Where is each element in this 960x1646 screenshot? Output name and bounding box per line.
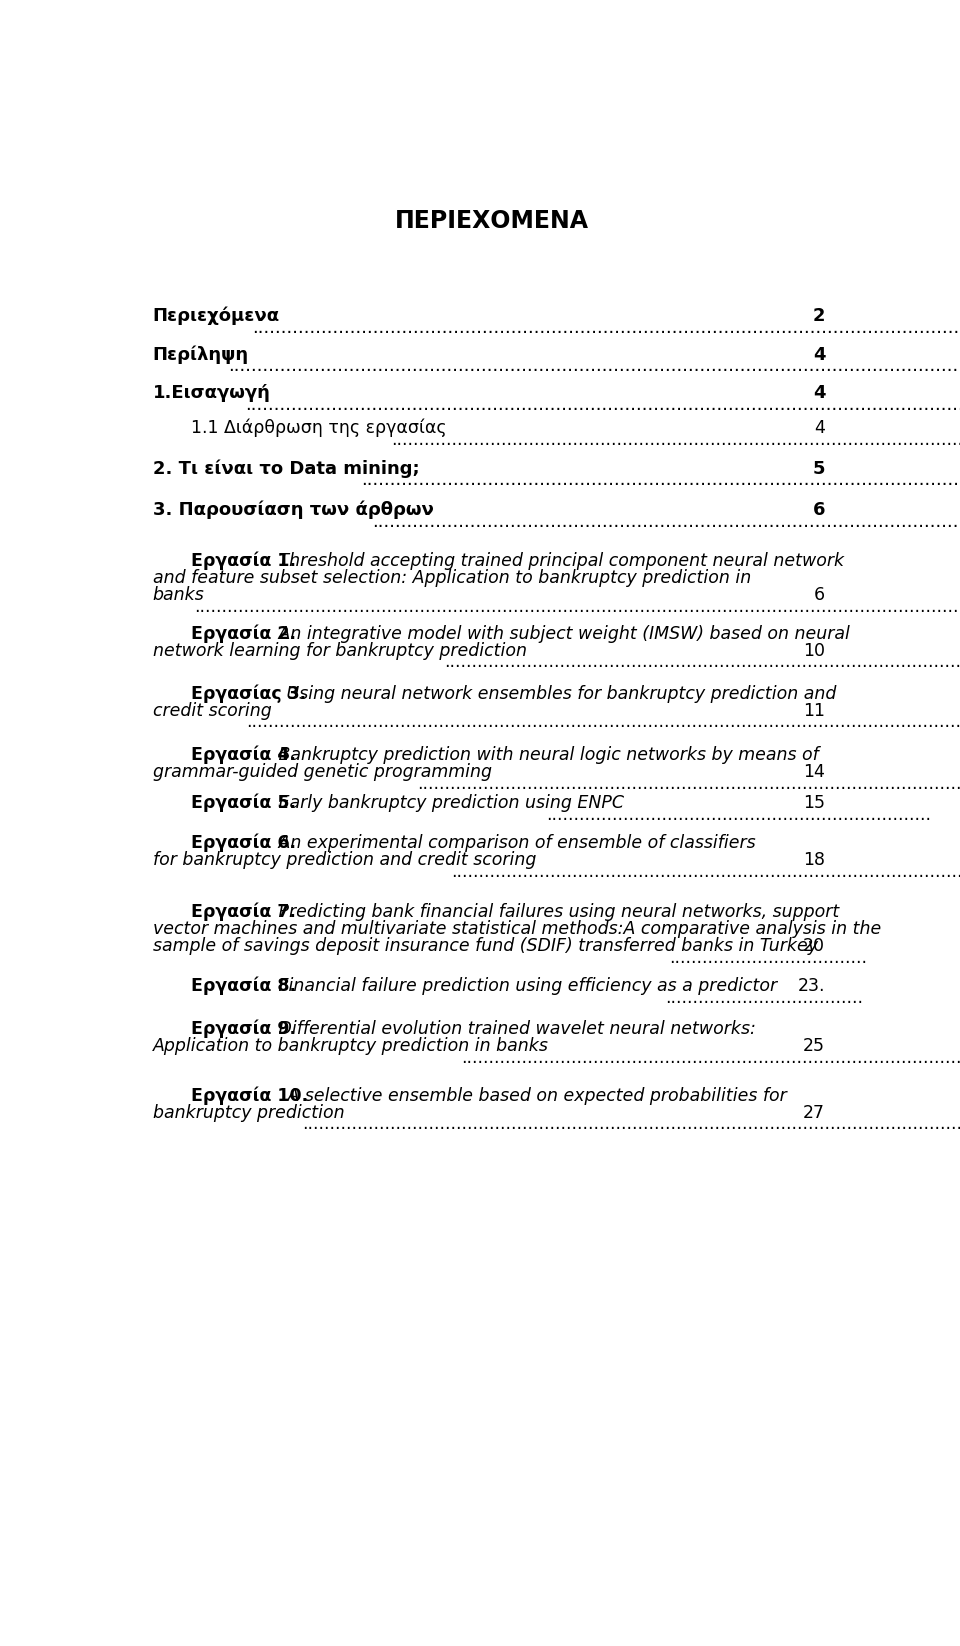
Text: Εργασία 5.: Εργασία 5. [191, 793, 297, 811]
Text: 4: 4 [813, 346, 826, 364]
Text: Application to bankruptcy prediction in banks: Application to bankruptcy prediction in … [153, 1037, 548, 1055]
Text: Early bankruptcy prediction using ENPC: Early bankruptcy prediction using ENPC [273, 793, 624, 811]
Text: 2. Τι είναι το Data mining;: 2. Τι είναι το Data mining; [153, 459, 420, 477]
Text: ................................................................................: ........................................… [372, 514, 960, 532]
Text: Εργασία 6.: Εργασία 6. [191, 833, 297, 853]
Text: ................................................................................: ........................................… [417, 775, 960, 793]
Text: ................................................................................: ........................................… [444, 653, 960, 672]
Text: Εργασία 9.: Εργασία 9. [191, 1021, 297, 1039]
Text: Εργασία 2.: Εργασία 2. [191, 624, 297, 642]
Text: Differential evolution trained wavelet neural networks:: Differential evolution trained wavelet n… [273, 1021, 756, 1039]
Text: 25: 25 [804, 1037, 826, 1055]
Text: ΠΕΡΙΕΧΟΜΕΝΑ: ΠΕΡΙΕΧΟΜΕΝΑ [395, 209, 589, 234]
Text: 5: 5 [813, 459, 826, 477]
Text: Εργασία 8.: Εργασία 8. [191, 976, 297, 996]
Text: An experimental comparison of ensemble of classifiers: An experimental comparison of ensemble o… [273, 835, 756, 853]
Text: 6: 6 [814, 586, 826, 604]
Text: ................................................................................: ........................................… [252, 319, 960, 337]
Text: ................................................................................: ........................................… [246, 713, 960, 731]
Text: 27: 27 [804, 1103, 826, 1121]
Text: grammar-guided genetic programming: grammar-guided genetic programming [153, 764, 492, 782]
Text: vector machines and multivariate statistical methods:A comparative analysis in t: vector machines and multivariate statist… [153, 920, 881, 938]
Text: 23.: 23. [798, 978, 826, 996]
Text: Εργασία 10.: Εργασία 10. [191, 1086, 308, 1104]
Text: 18: 18 [804, 851, 826, 869]
Text: banks: banks [153, 586, 204, 604]
Text: A selective ensemble based on expected probabilities for: A selective ensemble based on expected p… [282, 1086, 787, 1104]
Text: ....................................: .................................... [669, 948, 868, 966]
Text: ................................................................................: ........................................… [228, 357, 960, 375]
Text: sample of savings deposit insurance fund (SDIF) transferred banks in Turkey: sample of savings deposit insurance fund… [153, 937, 818, 955]
Text: Predicting bank financial failures using neural networks, support: Predicting bank financial failures using… [273, 904, 839, 922]
Text: ......................................................................: ........................................… [546, 805, 931, 823]
Text: Εργασία 1.: Εργασία 1. [191, 551, 297, 570]
Text: 15: 15 [804, 793, 826, 811]
Text: 3. Παρουσίαση των άρθρων: 3. Παρουσίαση των άρθρων [153, 500, 433, 520]
Text: Εργασία 7.: Εργασία 7. [191, 902, 297, 922]
Text: Bankruptcy prediction with neural logic networks by means of: Bankruptcy prediction with neural logic … [273, 746, 818, 764]
Text: ................................................................................: ........................................… [361, 471, 960, 489]
Text: Περίληψη: Περίληψη [153, 346, 249, 364]
Text: for bankruptcy prediction and credit scoring: for bankruptcy prediction and credit sco… [153, 851, 536, 869]
Text: Financial failure prediction using efficiency as a predictor: Financial failure prediction using effic… [273, 978, 777, 996]
Text: ................................................................................: ........................................… [302, 1114, 960, 1132]
Text: Περιεχόμενα: Περιεχόμενα [153, 306, 279, 326]
Text: network learning for bankruptcy prediction: network learning for bankruptcy predicti… [153, 642, 526, 660]
Text: ....................................: .................................... [665, 989, 863, 1007]
Text: credit scoring: credit scoring [153, 701, 272, 719]
Text: ................................................................................: ........................................… [194, 597, 960, 616]
Text: 4: 4 [814, 420, 826, 436]
Text: 1.Εισαγωγή: 1.Εισαγωγή [153, 384, 271, 402]
Text: 4: 4 [813, 384, 826, 402]
Text: 11: 11 [804, 701, 826, 719]
Text: Εργασίας 3.: Εργασίας 3. [191, 685, 306, 703]
Text: 1.1 Διάρθρωση της εργασίας: 1.1 Διάρθρωση της εργασίας [191, 418, 447, 436]
Text: and feature subset selection: Application to bankruptcy prediction in: and feature subset selection: Applicatio… [153, 570, 751, 588]
Text: Using neural network ensembles for bankruptcy prediction and: Using neural network ensembles for bankr… [280, 685, 836, 703]
Text: ................................................................................: ........................................… [391, 431, 960, 448]
Text: bankruptcy prediction: bankruptcy prediction [153, 1103, 345, 1121]
Text: 14: 14 [804, 764, 826, 782]
Text: Εργασία 4.: Εργασία 4. [191, 746, 297, 764]
Text: Threshold accepting trained principal component neural network: Threshold accepting trained principal co… [273, 551, 844, 570]
Text: ................................................................................: ........................................… [246, 397, 960, 413]
Text: 6: 6 [813, 502, 826, 520]
Text: 20: 20 [804, 937, 826, 955]
Text: ................................................................................: ........................................… [461, 1049, 960, 1067]
Text: ................................................................................: ........................................… [451, 863, 960, 881]
Text: 2: 2 [813, 308, 826, 326]
Text: 10: 10 [804, 642, 826, 660]
Text: An integrative model with subject weight (IMSW) based on neural: An integrative model with subject weight… [273, 624, 850, 642]
